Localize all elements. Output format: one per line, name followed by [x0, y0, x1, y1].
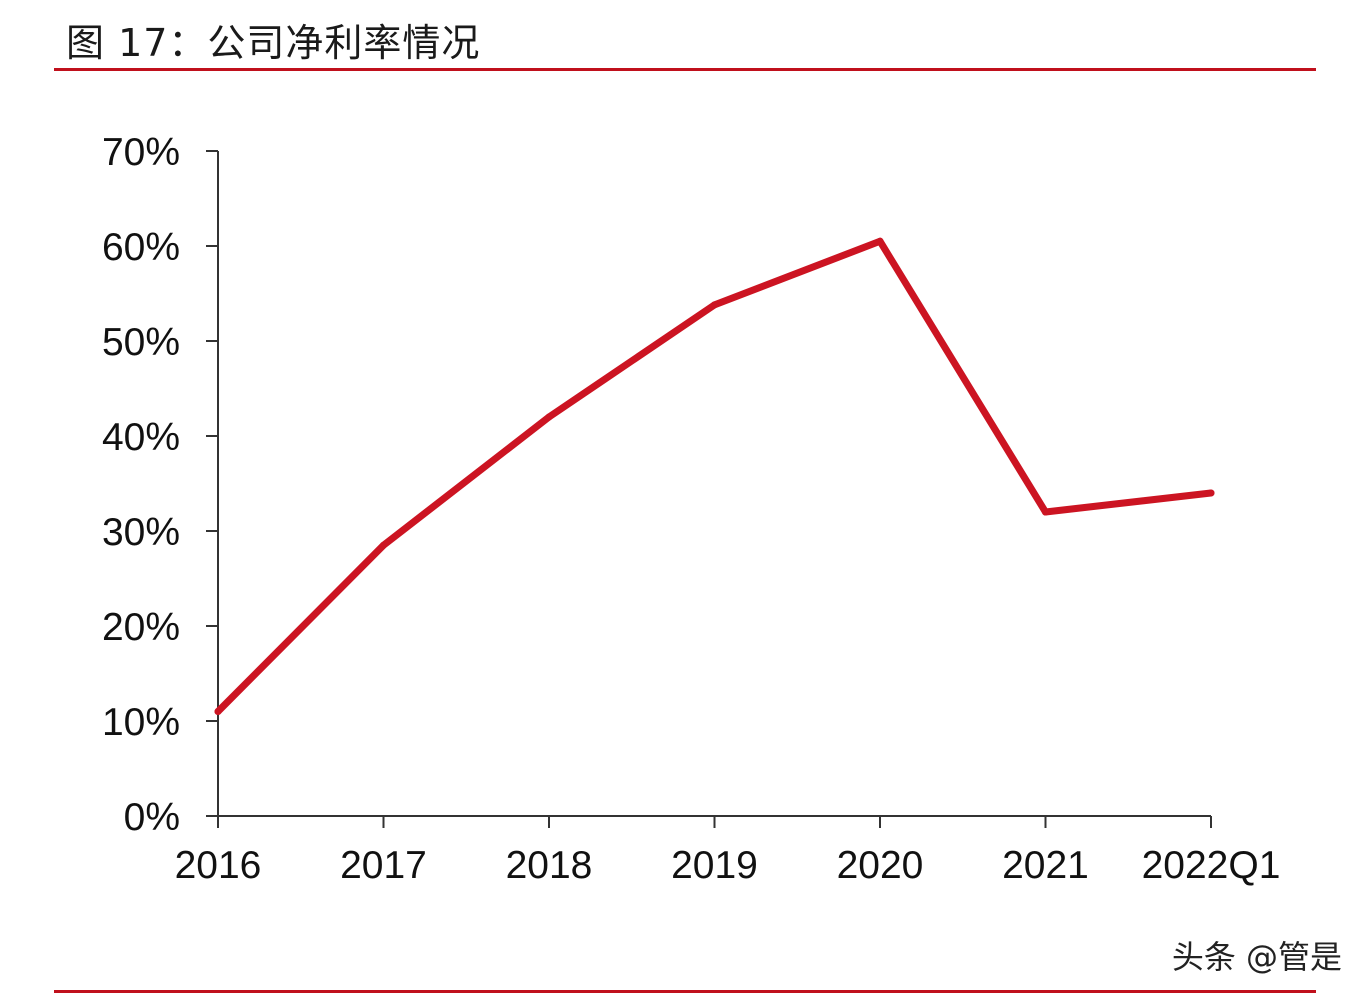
data-point: [1207, 489, 1215, 497]
x-tick-label: 2016: [175, 844, 262, 887]
data-point: [545, 413, 553, 421]
y-tick-label: 10%: [102, 701, 180, 744]
data-point: [214, 708, 222, 715]
data-point: [711, 301, 718, 309]
y-axis: 0% 10% 20% 30% 40% 50% 60% 70%: [102, 131, 219, 839]
y-tick-label: 0%: [124, 796, 180, 839]
watermark: 头条 @管是: [1171, 938, 1342, 976]
series-line: [214, 237, 1215, 715]
x-tick-label: 2021: [1002, 844, 1089, 887]
x-tick-label: 2022Q1: [1142, 844, 1281, 887]
x-tick-label: 2017: [340, 844, 427, 887]
y-tick-label: 60%: [102, 226, 180, 269]
series-layer: [214, 237, 1215, 715]
x-tick-label: 2020: [837, 844, 924, 887]
x-axis: 2016 2017 2018 2019 2020 2021 2022Q1: [175, 815, 1281, 887]
top-divider: [54, 68, 1316, 71]
data-point: [876, 237, 884, 245]
x-tick-label: 2018: [506, 844, 593, 887]
y-tick-label: 30%: [102, 511, 180, 554]
y-tick-label: 20%: [102, 606, 180, 649]
y-tick-label: 50%: [102, 321, 180, 364]
chart-title: 图 17：公司净利率情况: [66, 21, 481, 65]
x-tick-label: 2019: [671, 844, 758, 887]
y-tick-label: 40%: [102, 416, 180, 459]
bottom-divider: [54, 990, 1316, 993]
y-tick-label: 70%: [102, 131, 180, 174]
data-point: [380, 541, 387, 549]
data-point: [1042, 508, 1049, 516]
